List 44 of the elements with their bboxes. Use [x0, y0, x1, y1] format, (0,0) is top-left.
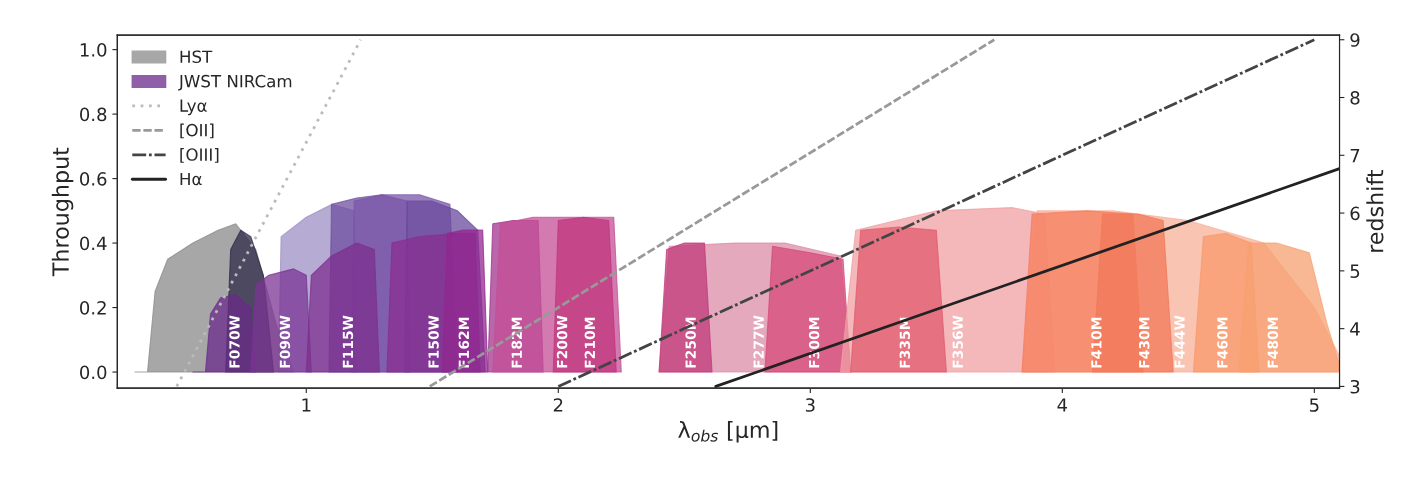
annotation: F162M: [458, 317, 470, 368]
y-tick-label: 1.0: [80, 43, 107, 57]
annotation: F277W: [753, 315, 764, 368]
legend-label: HST: [180, 50, 213, 64]
y2-tick-label: 5: [1350, 264, 1360, 278]
y-tick-label: 0.4: [80, 236, 107, 251]
annotation: F250M: [685, 317, 696, 368]
annotation: F210M: [584, 317, 596, 368]
annotation: F356W: [952, 315, 964, 368]
annotation: F410M: [1091, 317, 1102, 368]
y-tick-label: 0.0: [80, 365, 107, 380]
y-tick-label: 0.6: [80, 172, 107, 186]
annotation: F200W: [556, 315, 568, 368]
x-tick-label: 5: [1309, 398, 1319, 412]
y-axis-title: Throughput: [51, 147, 74, 277]
annotation: F070W: [229, 315, 240, 368]
annotation: F460M: [1217, 317, 1228, 368]
y2-tick-label: 8: [1350, 90, 1360, 105]
annotation: F444W: [1174, 315, 1185, 368]
annotation: F335M: [899, 317, 911, 368]
legend-label: JWST NIRCam: [178, 74, 292, 91]
legend-label: [OIII]: [180, 147, 219, 163]
annotation: F150W: [428, 315, 439, 368]
x-axis-title: λ$_{obs}$ [μm]: [678, 420, 778, 443]
x-tick-label: 2: [553, 398, 563, 412]
annotation: F182M: [511, 317, 522, 368]
y2-tick-label: 7: [1350, 149, 1360, 163]
annotation: F090W: [279, 315, 291, 368]
y2-tick-label: 9: [1350, 33, 1360, 47]
y2-axis-title: redshift: [1366, 169, 1384, 252]
x-tick-label: 1: [302, 398, 311, 412]
annotation: F115W: [342, 315, 354, 368]
legend-label: Lyα: [180, 99, 207, 116]
x-tick-label: 3: [805, 398, 815, 412]
y2-tick-label: 3: [1350, 379, 1360, 394]
y-tick-label: 0.8: [80, 107, 107, 122]
annotation: F430M: [1139, 317, 1150, 368]
y2-tick-label: 6: [1350, 206, 1360, 221]
annotation: F480M: [1267, 317, 1279, 368]
legend-label: [OII]: [180, 123, 214, 139]
y2-tick-label: 4: [1350, 322, 1360, 336]
x-tick-label: 4: [1057, 398, 1068, 412]
legend-label: Hα: [180, 172, 202, 186]
y-tick-label: 0.2: [80, 301, 106, 315]
